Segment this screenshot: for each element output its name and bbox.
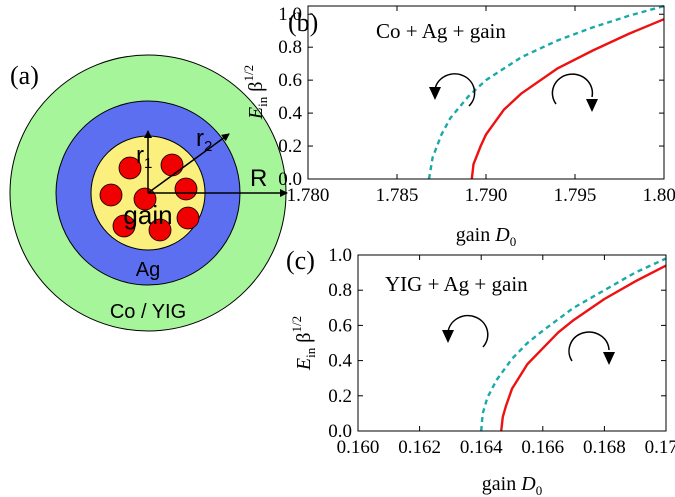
counterclockwise-arrow-icon — [434, 73, 476, 107]
clockwise-arrow-icon — [551, 73, 594, 105]
counterclockwise-arrowhead-icon — [442, 330, 454, 343]
x-tick-label: 0.160 — [337, 437, 380, 458]
panel-c-rotation-arrows — [442, 314, 615, 365]
y-tick-label: 1.0 — [328, 245, 352, 266]
radius-r2-arrow — [147, 133, 230, 194]
clockwise-arrowhead-icon — [586, 99, 598, 112]
panel-c-xlabel: gain D0 — [482, 473, 542, 497]
panel-c-chart: (c) 0.160 0.162 0.164 0.166 0.168 0.170 0.0 0.2… — [286, 245, 675, 497]
dashed-series-line — [427, 4, 665, 180]
panel-b-series — [427, 4, 665, 180]
x-tick-label: 0.162 — [398, 437, 441, 458]
gain-particle — [118, 156, 142, 180]
clockwise-arrow-icon — [568, 331, 610, 362]
dashed-series-line — [480, 257, 667, 432]
panel-a-label: (a) — [10, 61, 39, 90]
panel-c-ylabel: Ein β1/2 — [289, 316, 318, 371]
x-tick-label: 1.790 — [465, 185, 508, 206]
panel-c-frame — [357, 254, 667, 432]
panel-a-schematic: (a) r1 r2 R gain Ag Co / YIG — [9, 54, 288, 332]
x-tick-label: 1.785 — [376, 185, 419, 206]
y-tick-label: 0.4 — [278, 103, 302, 124]
x-tick-label: 1.800 — [643, 185, 675, 206]
panel-c-series — [480, 257, 667, 432]
y-tick-label: 0.2 — [328, 386, 352, 407]
y-tick-label: 0.0 — [278, 169, 302, 190]
panel-b-frame — [307, 5, 665, 180]
x-tick-label: 0.166 — [521, 437, 564, 458]
panel-b-label: (b) — [288, 8, 318, 37]
core-label: gain — [123, 200, 172, 230]
x-tick-label: 1.795 — [554, 185, 597, 206]
middle-shell-label: Ag — [136, 259, 160, 281]
panel-c-annotation: YIG + Ag + gain — [385, 272, 528, 296]
y-tick-label: 0.2 — [278, 136, 302, 157]
panel-b-chart: (b) 1.780 1.785 1.790 1.795 1.800 0.0 0.2 0.4 0.… — [241, 4, 675, 249]
gain-particle — [99, 183, 123, 207]
gain-particle — [176, 206, 200, 230]
x-tick-label: 0.170 — [645, 437, 675, 458]
gain-particle — [148, 218, 172, 242]
y-tick-label: 0.0 — [328, 421, 352, 442]
counterclockwise-arrowhead-icon — [429, 87, 441, 100]
y-tick-label: 0.8 — [278, 37, 302, 58]
panel-b-rotation-arrows — [429, 73, 598, 112]
panel-b-annotation: Co + Ag + gain — [376, 19, 506, 43]
solid-series-line — [470, 18, 665, 180]
x-tick-label: 0.168 — [583, 437, 626, 458]
radius-r2-label: r2 — [196, 125, 212, 155]
y-tick-label: 1.0 — [278, 4, 302, 25]
radius-R-label: R — [250, 165, 267, 192]
radius-r1-label: r1 — [136, 142, 152, 172]
y-tick-label: 0.8 — [328, 280, 352, 301]
panel-b-ticks: 1.780 1.785 1.790 1.795 1.800 0.0 0.2 0.4 0.6 0.8… — [278, 4, 675, 206]
gain-particle — [160, 153, 184, 177]
x-tick-label: 1.780 — [287, 185, 330, 206]
clockwise-arrowhead-icon — [603, 352, 615, 365]
gain-particle — [174, 177, 198, 201]
y-tick-label: 0.6 — [328, 315, 352, 336]
panel-c-label: (c) — [286, 246, 315, 275]
solid-series-line — [500, 264, 667, 432]
panel-b-xlabel: gain D0 — [456, 224, 516, 249]
y-tick-label: 0.6 — [278, 70, 302, 91]
gain-particle — [112, 214, 136, 238]
x-tick-label: 0.164 — [460, 437, 503, 458]
y-tick-label: 0.4 — [328, 351, 352, 372]
counterclockwise-arrow-icon — [447, 314, 489, 348]
outer-shell-label: Co / YIG — [110, 301, 186, 323]
panel-b-ylabel: Ein β1/2 — [241, 65, 270, 120]
